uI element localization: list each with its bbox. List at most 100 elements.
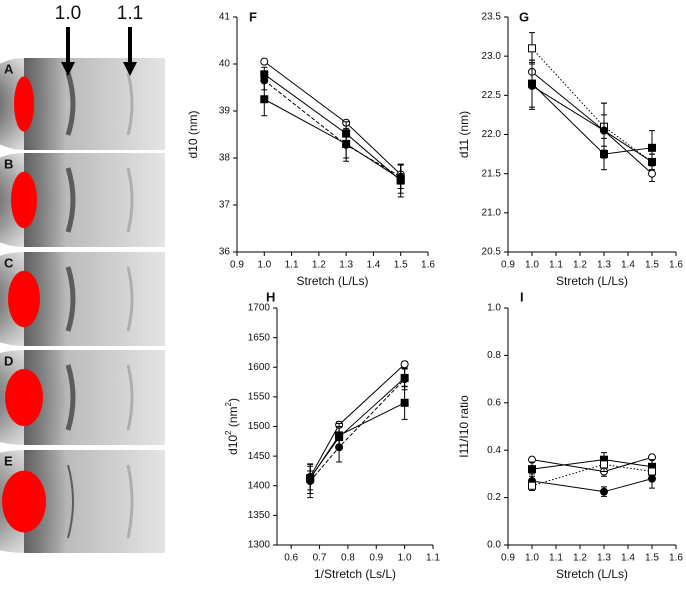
x-tick-label: 1.5	[394, 260, 408, 271]
arrow-head	[61, 62, 75, 76]
point	[342, 139, 351, 148]
point	[400, 398, 409, 407]
x-axis-label: 1/Stretch (Ls/L)	[314, 567, 396, 581]
point	[400, 360, 409, 369]
point	[335, 433, 344, 442]
series-line	[263, 61, 402, 175]
reflection-arc	[126, 167, 134, 233]
x-tick-label: 1.4	[621, 260, 635, 271]
point	[396, 175, 405, 184]
y-tick-label: 1400	[248, 480, 271, 491]
panel-label: A	[4, 61, 14, 76]
x-tick-label: 1.1	[426, 553, 440, 564]
y-tick-label: 1650	[248, 332, 271, 343]
y-tick-label: 38	[219, 153, 231, 164]
arrow-label: 1.1	[117, 3, 143, 24]
point	[260, 57, 269, 66]
beam-stop	[11, 171, 37, 229]
x-axis-label: Stretch (L/Ls)	[556, 274, 628, 288]
x-tick-label: 1.4	[366, 260, 380, 271]
beam-stop	[8, 270, 40, 328]
y-tick-label: 1700	[248, 303, 271, 314]
reflection-arc	[126, 72, 134, 136]
y-tick-label: 0.2	[487, 492, 501, 503]
y-tick-label: 22.5	[482, 90, 502, 101]
x-tick-label: 0.9	[501, 553, 515, 564]
panel-label: B	[4, 156, 13, 171]
y-tick-label: 1300	[248, 540, 271, 551]
series-line	[531, 83, 653, 155]
y-axis-label-part: d10	[226, 435, 240, 455]
x-axis-label: Stretch (L/Ls)	[296, 274, 368, 288]
panel-letter: F	[249, 9, 257, 24]
x-tick-label: 1.1	[549, 553, 563, 564]
series-line	[309, 378, 405, 482]
series-line	[309, 377, 405, 479]
x-tick-label: 1.1	[285, 260, 299, 271]
x-tick-label: 1.6	[669, 553, 683, 564]
x-tick-label: 1.3	[597, 260, 611, 271]
y-tick-label: 23.0	[482, 51, 502, 62]
y-tick-label: 0.6	[487, 397, 501, 408]
x-tick-label: 1.4	[621, 553, 635, 564]
y-axis-label: d10 (nm)	[186, 110, 200, 158]
y-tick-label: 37	[219, 200, 231, 211]
beam-stop	[2, 470, 46, 533]
point	[306, 474, 315, 483]
y-axis-label: d11 (nm)	[457, 111, 471, 158]
point	[600, 126, 608, 135]
y-tick-label: 36	[219, 247, 231, 258]
point	[648, 169, 656, 178]
reflection-arc	[65, 364, 76, 431]
x-tick-label: 0.9	[369, 553, 383, 564]
y-tick-label: 21.5	[482, 168, 502, 179]
reflection-arc	[126, 464, 134, 539]
x-tick-label: 1.6	[421, 260, 435, 271]
y-tick-label: 1.0	[487, 303, 501, 314]
x-tick-label: 1.0	[525, 260, 539, 271]
reflection-arc	[67, 464, 74, 539]
reflection-arc	[65, 72, 76, 136]
x-tick-label: 0.9	[501, 260, 515, 271]
y-tick-label: 39	[219, 106, 231, 117]
y-axis-label: I11/I10 ratio	[457, 395, 471, 458]
x-axis-label: Stretch (L/Ls)	[556, 567, 628, 581]
x-tick-label: 0.8	[341, 553, 355, 564]
series-line	[309, 402, 405, 479]
point	[400, 373, 409, 382]
x-tick-label: 0.9	[230, 260, 244, 271]
point	[528, 44, 536, 53]
y-tick-label: 41	[219, 12, 231, 23]
x-tick-label: 1.0	[525, 553, 539, 564]
arrow-label: 1.0	[55, 3, 81, 24]
y-tick-label: 1450	[248, 451, 271, 462]
y-tick-label: 1600	[248, 362, 271, 373]
y-tick-label: 1350	[248, 510, 271, 521]
x-tick-label: 1.1	[549, 260, 563, 271]
reflection-arc	[126, 364, 134, 431]
y-tick-label: 0.4	[487, 445, 501, 456]
y-tick-label: 0.8	[487, 350, 501, 361]
y-axis-label-part: d10 (nm)	[186, 110, 200, 158]
panel-label: D	[4, 353, 13, 368]
point	[528, 465, 536, 474]
y-tick-label: 40	[219, 59, 231, 70]
point	[648, 467, 656, 476]
point	[528, 79, 536, 88]
series-line	[263, 73, 402, 181]
diffraction-images	[0, 58, 165, 553]
x-tick-label: 1.6	[669, 260, 683, 271]
y-tick-label: 1500	[248, 421, 271, 432]
reflection-arc	[65, 167, 76, 233]
panel-label: C	[4, 255, 14, 270]
series-line	[531, 47, 653, 163]
panel-letter: H	[266, 289, 275, 304]
point	[600, 460, 608, 469]
x-tick-label: 1.3	[339, 260, 353, 271]
reflection-arc	[126, 266, 134, 332]
y-tick-label: 22.0	[482, 129, 502, 140]
y-axis-label-part: 2	[224, 430, 233, 435]
point	[528, 481, 536, 490]
series-line	[531, 463, 653, 487]
